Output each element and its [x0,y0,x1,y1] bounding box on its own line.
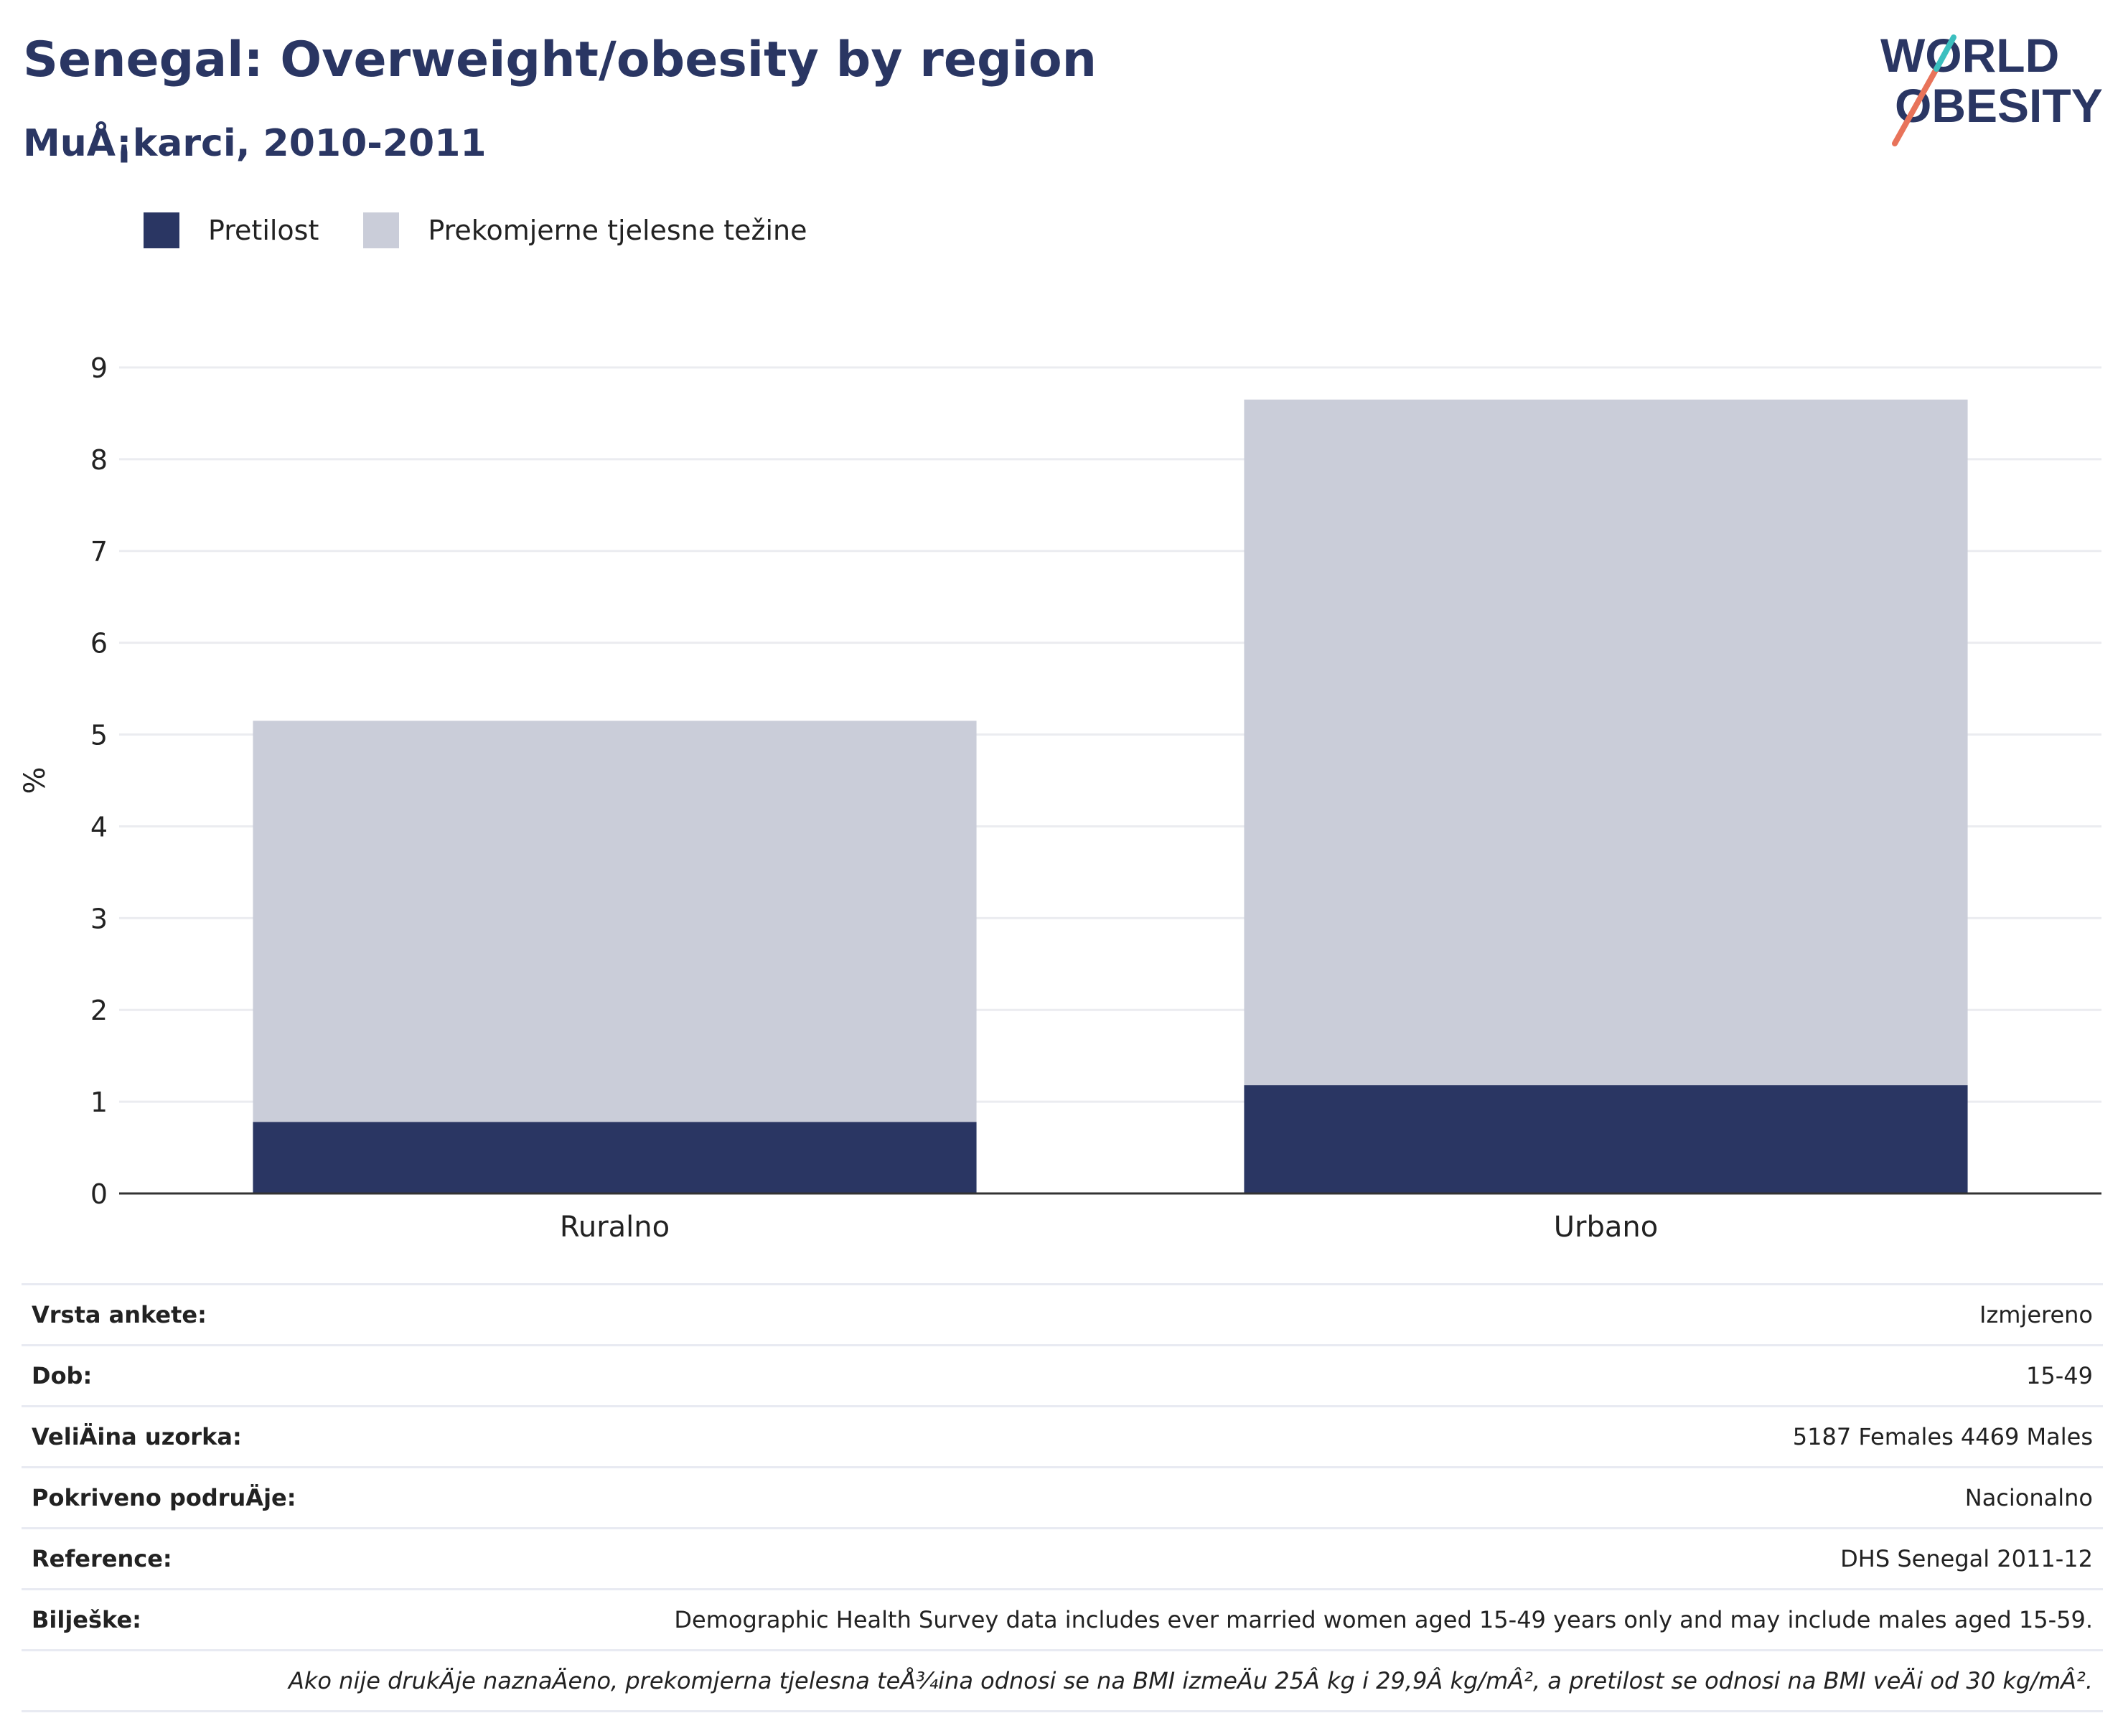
info-label: Vrsta ankete: [22,1283,365,1346]
legend-swatch-overweight [363,212,400,248]
chart-legend: Pretilost Prekomjerne tjelesne težine [144,212,852,248]
info-row-notes: Bilješke: Demographic Health Survey data… [22,1588,2103,1651]
bar-overweight [1244,399,1968,1086]
info-value: 5187 Females 4469 Males [365,1405,2103,1468]
bar-obesity [253,1122,977,1193]
logo-line1: WORLD [1880,29,2059,82]
y-tick-label: 2 [90,995,108,1026]
x-axis-ticks: Ruralno Urbano [560,1211,1658,1244]
info-row-area-covered: Pokriveno podruÄje: Nacionalno [22,1466,2103,1529]
y-tick-label: 7 [90,536,108,568]
info-row-survey-type: Vrsta ankete: Izmjereno [22,1283,2103,1346]
y-axis-label: % [19,766,52,794]
legend-item-overweight[interactable]: Prekomjerne tjelesne težine [363,212,807,248]
info-row-reference: Reference: DHS Senegal 2011-12 [22,1527,2103,1590]
world-obesity-logo: WORLD OBESITY [1880,29,2103,146]
bar-chart: 0 1 2 3 4 5 6 7 8 9 Ruralno Urbano % [19,352,2101,1244]
info-value: 15-49 [365,1344,2103,1407]
y-tick-label: 8 [90,444,108,476]
y-tick-label: 4 [90,811,108,843]
logo-slash-icon [1892,66,1939,146]
logo-slash-accent-icon [1934,34,1956,72]
chart-subtitle: MuÅ¡karci, 2010-2011 [23,122,487,165]
info-row-sample-size: VeliÄina uzorka: 5187 Females 4469 Males [22,1405,2103,1468]
legend-item-obesity[interactable]: Pretilost [144,212,319,248]
y-tick-label: 0 [90,1178,108,1210]
bar-obesity [1244,1085,1968,1193]
info-value: Nacionalno [365,1466,2103,1529]
legend-label-obesity: Pretilost [208,215,319,246]
y-axis-ticks: 0 1 2 3 4 5 6 7 8 9 [90,352,108,1210]
info-value: Demographic Health Survey data includes … [365,1588,2103,1651]
info-row-footnote: Ako nije drukÄje naznaÄeno, prekomjerna … [22,1649,2103,1712]
chart-title: Senegal: Overweight/obesity by region [23,32,1097,88]
legend-label-overweight: Prekomjerne tjelesne težine [428,215,807,246]
footnote: Ako nije drukÄje naznaÄeno, prekomjerna … [22,1649,2103,1712]
survey-info-table: Vrsta ankete: Izmjereno Dob: 15-49 VeliÄ… [22,1283,2103,1712]
bars [253,399,1968,1193]
info-label: Bilješke: [22,1588,365,1651]
x-tick-label: Ruralno [560,1211,670,1244]
info-label: VeliÄina uzorka: [22,1405,365,1468]
info-label: Pokriveno podruÄje: [22,1466,365,1529]
y-tick-label: 6 [90,628,108,660]
info-value: Izmjereno [365,1283,2103,1346]
y-tick-label: 5 [90,720,108,751]
info-label: Reference: [22,1527,365,1590]
logo-line2: OBESITY [1895,79,2103,132]
legend-swatch-obesity [144,212,179,248]
x-tick-label: Urbano [1554,1211,1658,1244]
info-value: DHS Senegal 2011-12 [365,1527,2103,1590]
info-row-age: Dob: 15-49 [22,1344,2103,1407]
bar-overweight [253,721,977,1122]
y-tick-label: 3 [90,903,108,934]
info-label: Dob: [22,1344,365,1407]
y-tick-label: 9 [90,352,108,384]
y-tick-label: 1 [90,1087,108,1118]
